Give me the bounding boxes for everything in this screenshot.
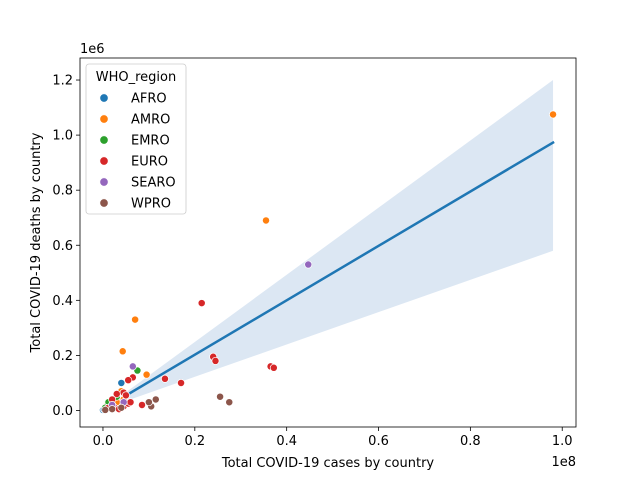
data-point-wpro [117,403,126,412]
legend-items: AFRO AMRO EMRO EURO SEARO WPRO [99,92,176,212]
data-point-wpro [108,405,117,414]
data-point-amro [142,370,151,379]
confidence-band-layer [102,80,554,410]
legend-title: WHO_region [96,70,176,85]
legend-marker-euro [99,156,109,166]
data-point-euro [177,378,185,387]
data-point-amro [118,347,127,356]
y-tick-label: 1.2 [52,74,73,89]
data-point-amro [262,216,270,225]
data-point-wpro [101,405,110,414]
legend-label-afro: AFRO [131,92,167,107]
legend-marker-amro [99,114,109,124]
legend-label-searo: SEARO [131,176,176,191]
x-tick-label: 0.0 [93,434,114,449]
y-tick-label: 0.4 [52,294,73,309]
regression-line [101,140,555,411]
legend-label-euro: EURO [131,155,168,170]
data-point-amro [131,315,140,324]
x-tick-label: 0.6 [368,434,389,449]
x-axis-ticks: 0.0 0.2 0.4 0.6 0.8 1.0 [93,427,573,449]
y-tick-label: 0.2 [52,349,73,364]
data-point-afro [117,378,126,387]
x-tick-label: 0.4 [276,434,297,449]
legend-label-wpro: WPRO [131,197,171,212]
legend-label-emro: EMRO [131,134,170,149]
plot-frame [79,57,577,428]
x-tick-label: 1.0 [552,434,573,449]
regression-line-layer [101,140,555,411]
data-points-layer [99,110,557,414]
y-offset-label: 1e6 [80,42,105,57]
data-point-euro [126,398,135,407]
data-point-wpro [225,398,234,407]
data-point-euro [269,363,278,372]
data-point-euro [138,401,146,409]
data-point-wpro [144,398,153,407]
legend: WHO_region AFRO AMRO EMRO EURO SEARO WPRO [85,63,187,215]
y-axis-label: Total COVID-19 deaths by country [29,132,44,353]
y-tick-label: 1.0 [52,129,73,144]
data-point-amro [549,110,557,119]
y-tick-label: 0.6 [52,239,73,254]
x-tick-label: 0.8 [460,434,481,449]
x-offset-label: 1e8 [551,455,576,470]
data-point-euro [211,356,220,365]
legend-marker-afro [99,93,109,103]
y-axis-ticks: 0.0 0.2 0.4 0.6 0.8 1.0 1.2 [52,74,80,419]
data-point-euro [121,391,130,400]
legend-marker-searo [99,177,109,187]
legend-frame [85,63,187,215]
y-tick-label: 0.8 [52,184,73,199]
legend-marker-emro [99,135,109,145]
x-tick-label: 0.2 [184,434,205,449]
data-point-euro [124,376,133,385]
data-point-searo [304,260,313,269]
data-point-wpro [151,395,160,404]
data-point-wpro [216,392,225,401]
y-tick-label: 0.0 [52,404,73,419]
data-point-euro [197,299,206,308]
data-point-euro [112,390,121,398]
confidence-band [102,80,554,410]
data-point-euro [161,374,169,383]
legend-marker-wpro [99,198,109,208]
legend-label-amro: AMRO [131,113,170,128]
data-point-searo [128,362,137,371]
x-axis-label: Total COVID-19 cases by country [221,456,435,471]
